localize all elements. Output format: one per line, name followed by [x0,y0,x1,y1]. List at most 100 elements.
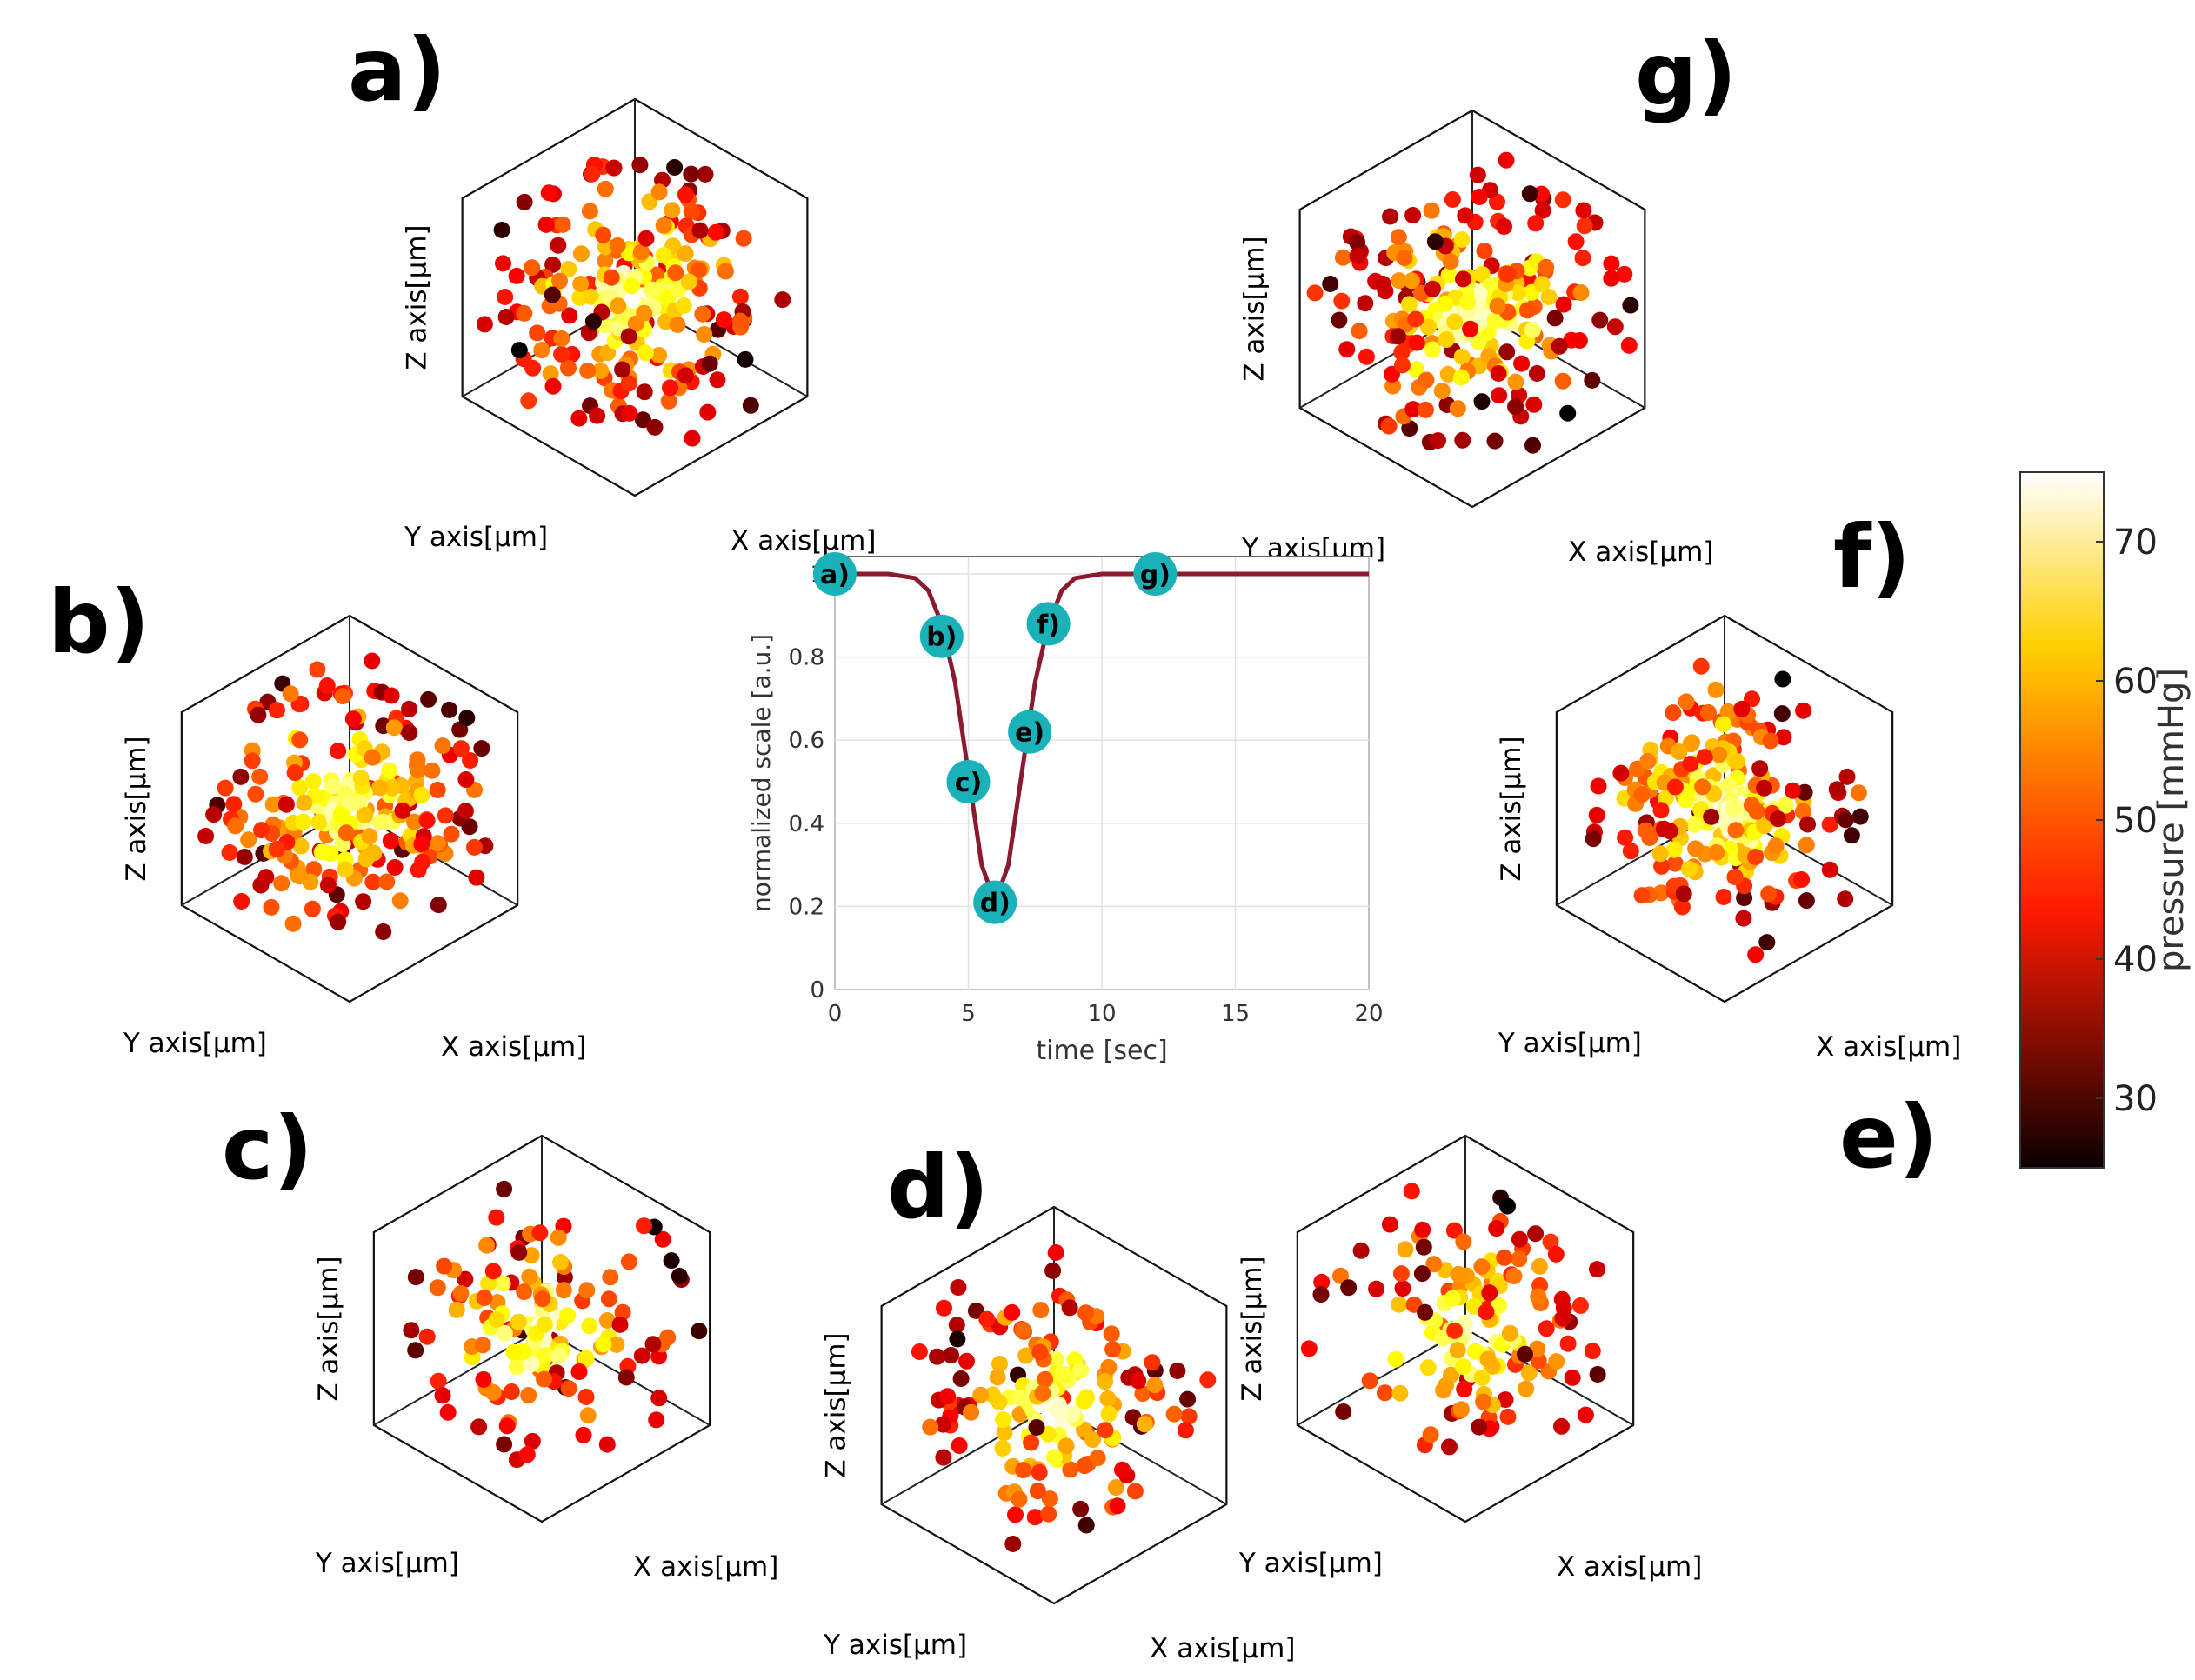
scatter-point [614,1303,631,1321]
scatter-point [608,1336,625,1353]
scatter-point [1100,1358,1118,1376]
scatter-point [1692,657,1710,675]
scatter-panel-e: e) Z axis[μm] Y axis[μm] X axis[μm] [1237,1086,1938,1583]
scatter-point [1338,341,1356,358]
scatter-point [1638,822,1654,839]
scatter-point [264,796,282,813]
scatter-point [537,216,555,233]
scatter-point [443,825,460,843]
scatter-point [936,1299,952,1317]
scatter-point [621,404,638,422]
scatter-point [361,828,378,845]
scatter-point [1524,322,1541,339]
scatter-point [1538,258,1555,276]
scatter-point [1496,1249,1513,1266]
scatter-point [1031,1343,1049,1361]
scatter-point [654,1230,671,1248]
scatter-point [1007,1506,1024,1523]
scatter-point [1471,285,1488,303]
scatter-point [600,1290,617,1308]
scatter-point [1352,1242,1370,1259]
scatter-point [690,262,707,279]
scatter-point [952,1370,970,1387]
scatter-point [1026,1509,1044,1526]
scatter-point [1419,318,1437,336]
scatter-point [457,803,474,820]
scatter-point [1687,840,1705,857]
timeline-marker-g: g) [1133,552,1178,596]
scatter-point [529,324,546,342]
scatter-point [448,1301,465,1318]
timeline-xlabel: time [sec] [1036,1036,1167,1066]
xaxis-label: X axis[μm] [441,1031,586,1063]
scatter-point [295,813,312,830]
scatter-point [268,841,285,857]
scatter-point [1466,1343,1484,1360]
scatter-point [1720,777,1738,794]
zaxis-label: Z axis[μm] [1237,1256,1268,1401]
scatter-point [978,1310,996,1328]
scatter-point [1798,837,1815,854]
scatter-point [1404,401,1422,418]
xtick-label: 5 [961,1001,976,1027]
scatter-point [1843,827,1860,844]
scatter-point [1585,830,1602,848]
scatter-point [554,216,571,233]
scatter-point [1169,1363,1186,1379]
scatter-point [381,762,398,779]
scatter-point [1076,1457,1093,1475]
scatter-point [457,1270,474,1288]
scatter-point [1047,1350,1064,1368]
xtick-label: 15 [1221,1001,1250,1027]
panel-label: d) [887,1137,989,1238]
scatter-point [1837,811,1854,829]
scatter-point [236,849,253,865]
scatter-point [737,350,754,368]
scatter-point [1666,778,1684,796]
scatter-point [1023,1434,1040,1451]
scatter-point [430,897,447,914]
scatter-point [1798,892,1815,910]
scatter-point [1032,1302,1050,1319]
box-outline [1296,1134,1635,1523]
scatter-point [1165,1405,1183,1423]
colorbar-tick-label: 50 [2113,801,2158,841]
scatter-point [330,913,347,930]
scatter-point [378,873,396,890]
scatter-point [407,1269,424,1286]
scatter-point [1037,1370,1054,1388]
scatter-point [1041,1490,1058,1508]
marker-label: a) [820,560,850,590]
scatter-point [383,687,400,704]
scatter-point [1735,910,1752,927]
scatter-point [1590,777,1607,795]
scatter-point [1444,191,1461,208]
scatter-point [1400,296,1418,313]
scatter-point [1496,218,1512,235]
scatter-point [495,255,511,272]
scatter-point [958,1352,975,1370]
scatter-point [1517,1345,1533,1363]
scatter-point [560,1380,577,1397]
yaxis-label: Y axis[μm] [1498,1028,1642,1059]
scatter-point [1711,746,1728,763]
scatter-point [1424,280,1441,297]
scatter-point [1499,265,1517,283]
scatter-point [286,764,304,782]
scatter-point [480,1275,497,1292]
scatter-point [309,661,326,678]
scatter-point [1747,849,1765,865]
scatter-point [1531,1257,1548,1275]
scatter-point [1435,1382,1452,1399]
scatter-point [1652,802,1670,819]
scatter-point [1403,272,1420,290]
scatter-point [1551,337,1568,355]
scatter-point [429,835,446,852]
xtick-label: 0 [828,1001,843,1027]
scatter-point [413,786,430,803]
scatter-point [1015,1462,1032,1479]
xaxis-label: X axis[μm] [1816,1031,1961,1063]
scatter-point [597,252,614,270]
